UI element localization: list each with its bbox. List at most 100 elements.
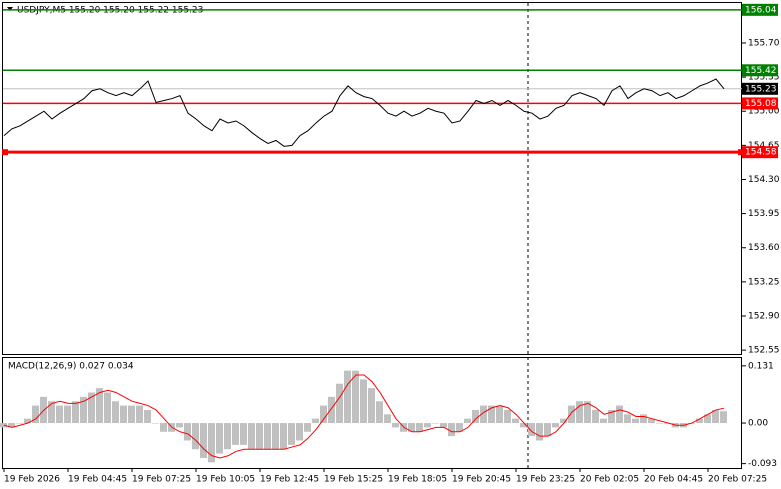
- macd-bar: [720, 411, 727, 424]
- macd-bar: [320, 405, 327, 424]
- macd-bar: [152, 423, 159, 424]
- macd-bar: [536, 423, 543, 441]
- symbol-arrow: [7, 7, 13, 11]
- macd-bar: [520, 423, 527, 428]
- macd-bar: [88, 392, 95, 424]
- macd-title: MACD(12,26,9) 0.027 0.034: [8, 362, 134, 372]
- x-tick-label: 19 Feb 04:45: [68, 475, 127, 485]
- price-line: [3, 78, 725, 147]
- macd-bar: [600, 418, 607, 424]
- y-tick-label: 153.60: [748, 243, 780, 253]
- macd-bar: [416, 423, 423, 432]
- price-panel: [2, 2, 742, 355]
- x-tick-label: 19 Feb 10:05: [196, 475, 255, 485]
- macd-bar: [72, 401, 79, 424]
- macd-bar: [136, 405, 143, 424]
- macd-bar: [360, 379, 367, 424]
- macd-bar: [208, 423, 215, 463]
- macd-bar: [336, 383, 343, 424]
- macd-bar: [384, 414, 391, 424]
- macd-bar: [192, 423, 199, 450]
- macd-bar: [328, 396, 335, 424]
- y-tick-label: 152.55: [748, 346, 780, 356]
- macd-bar: [248, 423, 255, 450]
- level-anchor: [2, 149, 8, 156]
- macd-bar: [264, 423, 271, 450]
- macd-bar: [480, 405, 487, 424]
- macd-bar: [296, 423, 303, 441]
- x-tick-label: 19 Feb 2026: [4, 475, 60, 485]
- level-label: 155.42: [745, 66, 777, 76]
- macd-bar: [456, 423, 463, 432]
- y-tick-label: 155.35: [748, 73, 780, 83]
- macd-bar: [176, 423, 183, 428]
- macd-bar: [504, 409, 511, 424]
- macd-bar: [144, 409, 151, 424]
- x-tick-label: 19 Feb 18:05: [388, 475, 447, 485]
- macd-bar: [368, 388, 375, 424]
- macd-bar: [216, 423, 223, 454]
- current-price-label: 155.23: [745, 84, 777, 94]
- macd-bar: [80, 396, 87, 424]
- macd-bar: [704, 414, 711, 424]
- macd-bar: [640, 414, 647, 424]
- macd-bar: [392, 423, 399, 428]
- x-tick-label: 20 Feb 02:05: [580, 475, 639, 485]
- macd-bar: [280, 423, 287, 450]
- macd-bar: [472, 409, 479, 424]
- macd-bar: [496, 405, 503, 424]
- x-tick-label: 19 Feb 07:25: [132, 475, 191, 485]
- macd-bar: [104, 392, 111, 424]
- level-label: 155.08: [745, 99, 777, 109]
- macd-bar: [344, 370, 351, 424]
- macd-bar: [304, 423, 311, 432]
- macd-bar: [648, 418, 655, 424]
- macd-bar: [272, 423, 279, 450]
- level-label-box: [742, 64, 778, 77]
- signal-line: [3, 374, 725, 459]
- macd-bar: [592, 409, 599, 424]
- macd-bar: [32, 405, 39, 424]
- y-tick-label: 154.30: [748, 175, 780, 185]
- y-tick-label: 153.25: [748, 277, 780, 287]
- macd-bar: [96, 388, 103, 424]
- x-tick-label: 19 Feb 23:25: [516, 475, 575, 485]
- macd-bar: [24, 418, 31, 424]
- macd-bar: [568, 405, 575, 424]
- level-label: 154.58: [745, 148, 777, 158]
- x-tick-label: 19 Feb 12:45: [260, 475, 319, 485]
- macd-bar: [528, 423, 535, 437]
- macd-bar: [608, 409, 615, 424]
- y-tick-label: 0.00: [748, 419, 768, 429]
- macd-bar: [376, 401, 383, 424]
- level-label-box: [742, 146, 778, 159]
- macd-bar: [560, 418, 567, 424]
- y-tick-label: 0.131: [748, 361, 774, 371]
- macd-bar: [448, 423, 455, 437]
- macd-bar: [552, 423, 559, 428]
- level-label: 156.04: [745, 5, 777, 15]
- macd-bar: [0, 423, 7, 428]
- macd-bar: [160, 423, 167, 432]
- macd-bar: [464, 418, 471, 424]
- y-tick-label: 155.70: [748, 38, 780, 48]
- x-tick-label: 20 Feb 04:45: [644, 475, 703, 485]
- level-label-box: [742, 97, 778, 110]
- macd-bar: [312, 418, 319, 424]
- macd-bar: [512, 418, 519, 424]
- x-tick-label: 19 Feb 20:45: [452, 475, 511, 485]
- macd-bar: [288, 423, 295, 445]
- x-tick-label: 19 Feb 15:25: [324, 475, 383, 485]
- macd-bar: [256, 423, 263, 450]
- macd-bar: [576, 401, 583, 424]
- macd-bar: [64, 405, 71, 424]
- macd-bar: [712, 409, 719, 424]
- current-price-box: [742, 82, 778, 95]
- macd-bar: [8, 423, 15, 428]
- macd-bar: [408, 423, 415, 432]
- macd-bar: [128, 405, 135, 424]
- macd-bar: [184, 423, 191, 441]
- macd-bar: [488, 405, 495, 424]
- macd-bar: [56, 405, 63, 424]
- y-tick-label: 152.90: [748, 311, 780, 321]
